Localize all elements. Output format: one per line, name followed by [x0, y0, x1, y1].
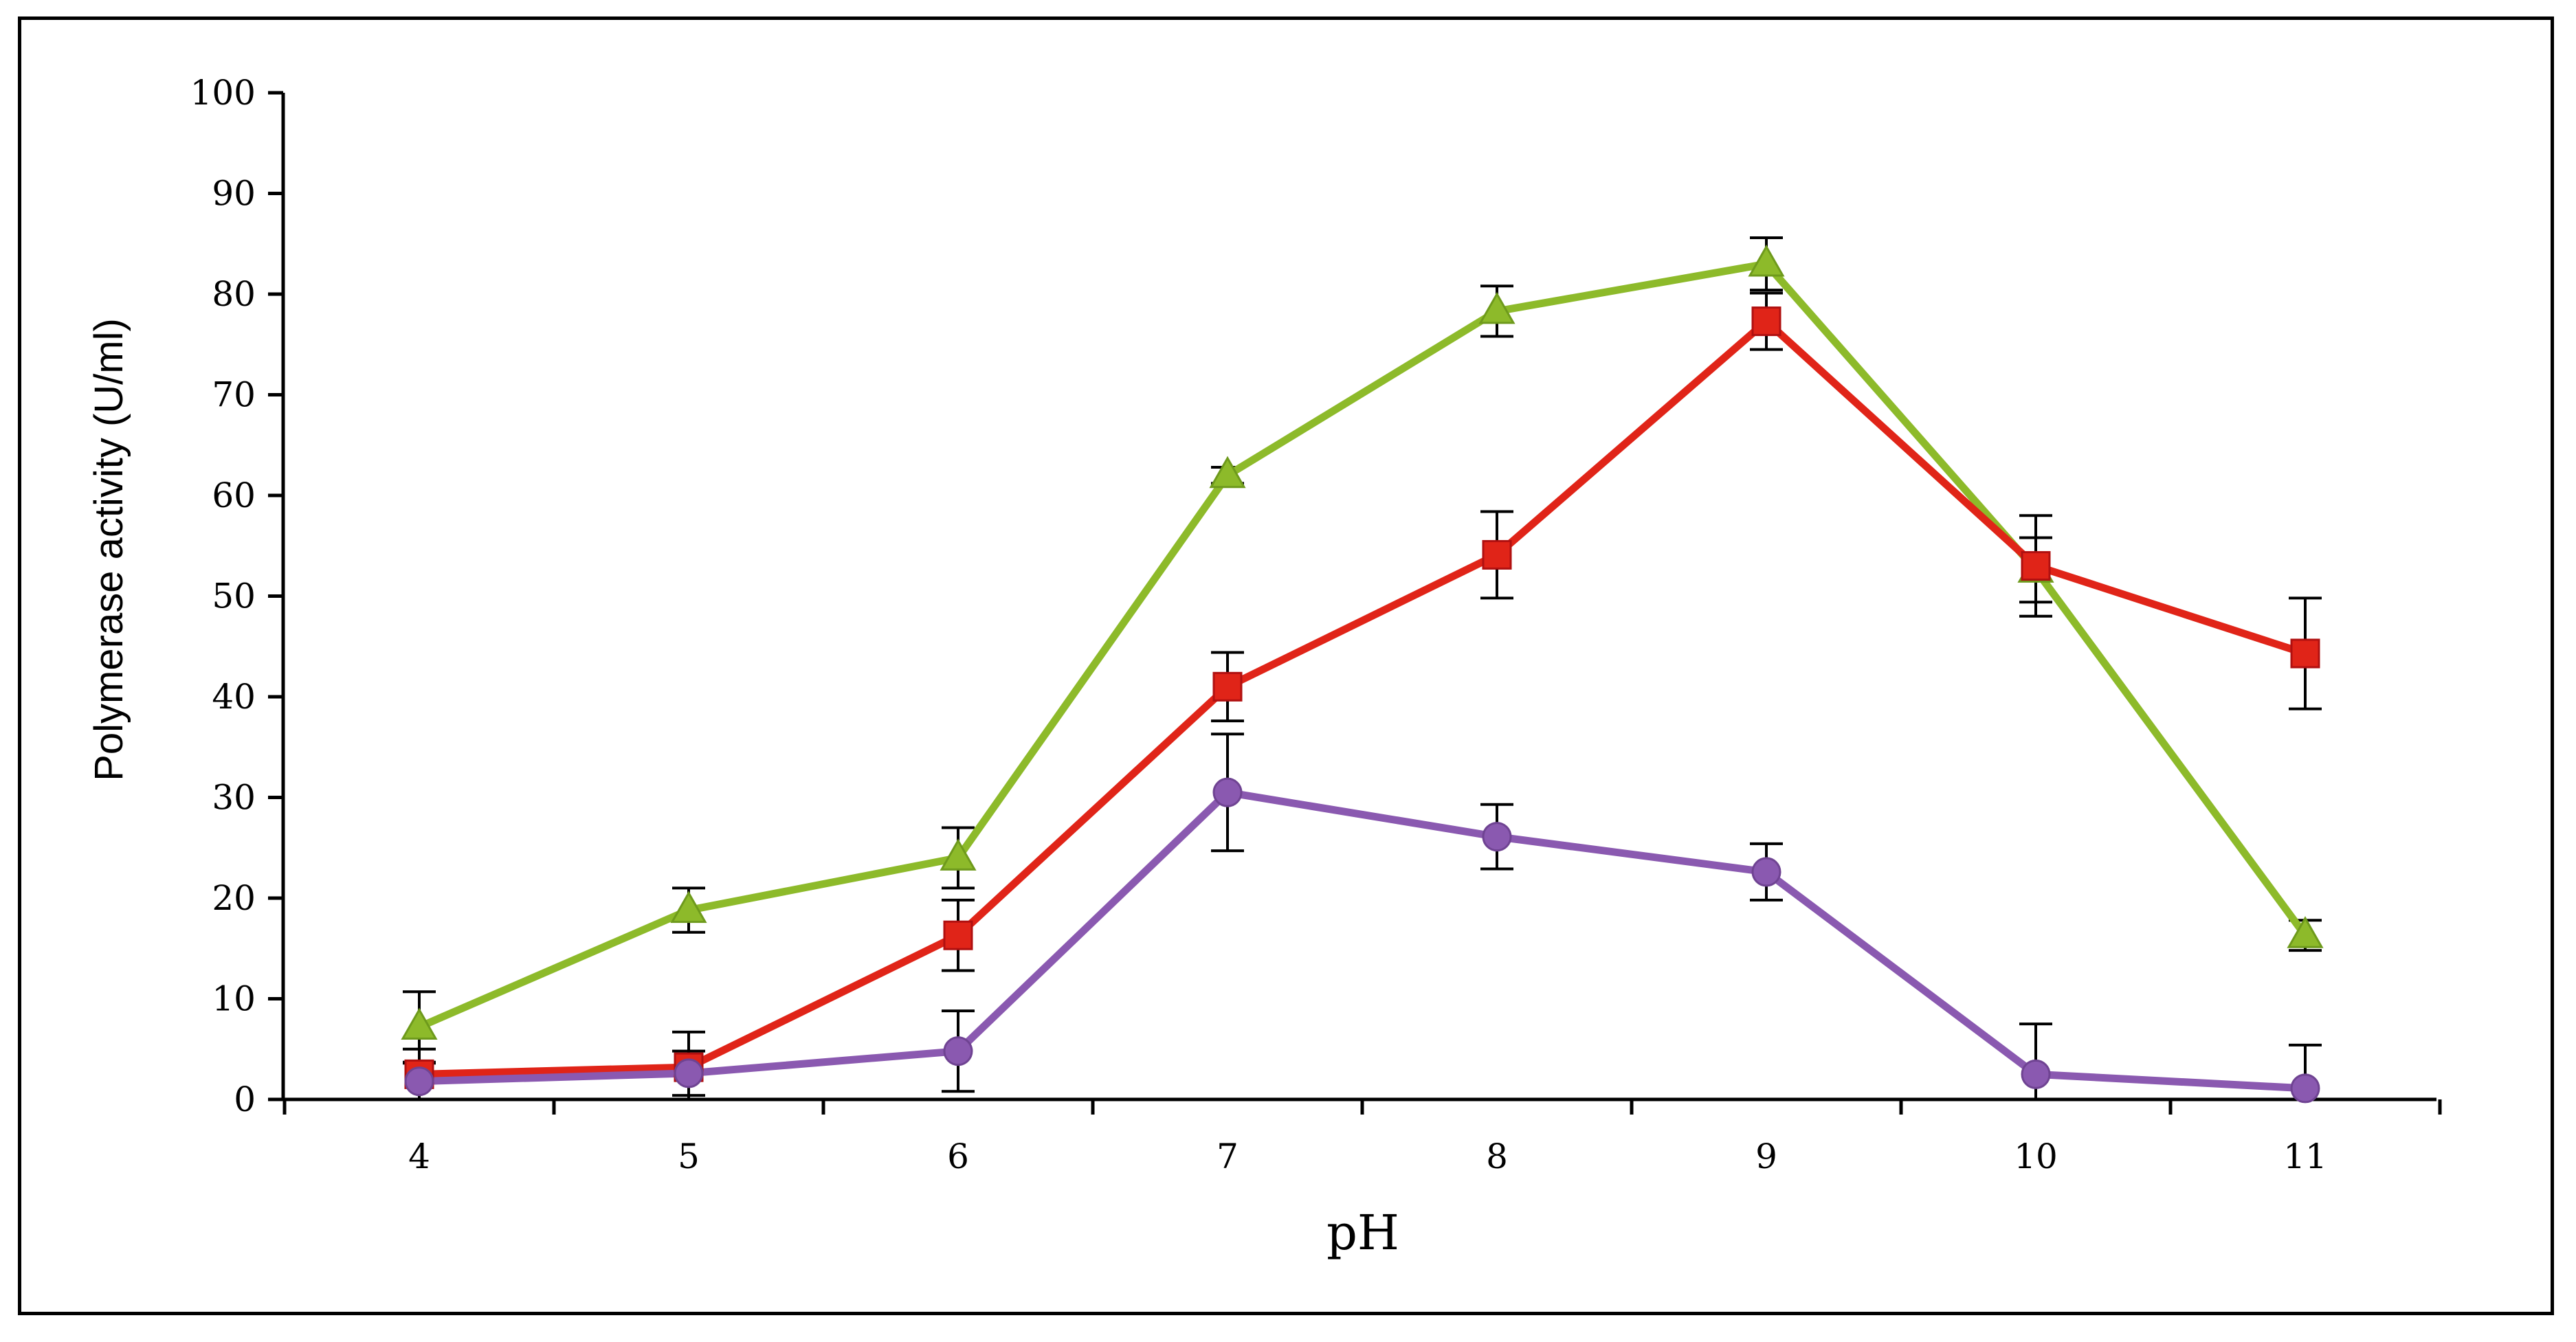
circle-marker — [1751, 857, 1781, 887]
axes-layer: 0 10 20 30 40 50 60 70 80 90 100 4 5 6 7 8 9 10 11 — [190, 73, 2442, 1176]
triangle-marker — [940, 838, 977, 871]
circle-marker — [1482, 822, 1512, 852]
marker-layer — [401, 245, 2324, 1104]
x-tick-label: 5 — [678, 1137, 700, 1176]
square-marker — [2021, 551, 2051, 581]
triangle-marker — [1209, 456, 1246, 489]
square-marker — [943, 920, 973, 950]
triangle-marker — [670, 891, 707, 924]
x-tick-label: 10 — [2014, 1137, 2058, 1176]
triangle-marker — [1748, 245, 1785, 277]
square-marker — [1482, 539, 1512, 570]
x-tick-label: 8 — [1486, 1137, 1508, 1176]
y-tick-label: 100 — [190, 73, 256, 113]
circle-marker — [674, 1058, 704, 1088]
circle-marker — [2021, 1059, 2051, 1089]
triangle-marker — [2287, 916, 2324, 948]
y-tick-label: 20 — [212, 878, 256, 918]
triangle-marker — [401, 1007, 438, 1040]
x-tick-label: 7 — [1217, 1137, 1239, 1176]
x-tick-label: 6 — [947, 1137, 969, 1176]
x-tick-label: 9 — [1755, 1137, 1777, 1176]
y-tick-label: 90 — [212, 174, 256, 214]
y-tick-label: 10 — [212, 979, 256, 1019]
y-tick-label: 0 — [234, 1080, 256, 1119]
square-marker — [1212, 671, 1243, 702]
errorbar-layer — [403, 236, 2322, 1101]
y-axis-title: Polymerase activity (U/ml) — [87, 318, 131, 781]
y-tick-label: 40 — [212, 677, 256, 717]
red-square-series-line — [415, 317, 2309, 1078]
y-tick-label: 80 — [212, 274, 256, 314]
purple-circle-series-line — [415, 788, 2309, 1093]
square-marker — [1751, 306, 1781, 337]
square-marker — [2290, 638, 2320, 669]
circle-marker — [404, 1066, 434, 1097]
y-tick-label: 70 — [212, 375, 256, 415]
x-tick-label: 11 — [2283, 1137, 2327, 1176]
line-layer — [415, 260, 2309, 1093]
y-tick-label: 30 — [212, 778, 256, 818]
x-tick-label: 4 — [408, 1137, 430, 1176]
circle-marker — [943, 1036, 973, 1066]
x-axis-title: pH — [1326, 1205, 1399, 1261]
circle-marker — [1212, 777, 1243, 807]
y-tick-label: 50 — [212, 577, 256, 616]
circle-marker — [2290, 1073, 2320, 1104]
y-tick-label: 60 — [212, 476, 256, 515]
triangle-marker — [1478, 291, 1515, 324]
green-triangle-series-line — [415, 260, 2309, 1031]
